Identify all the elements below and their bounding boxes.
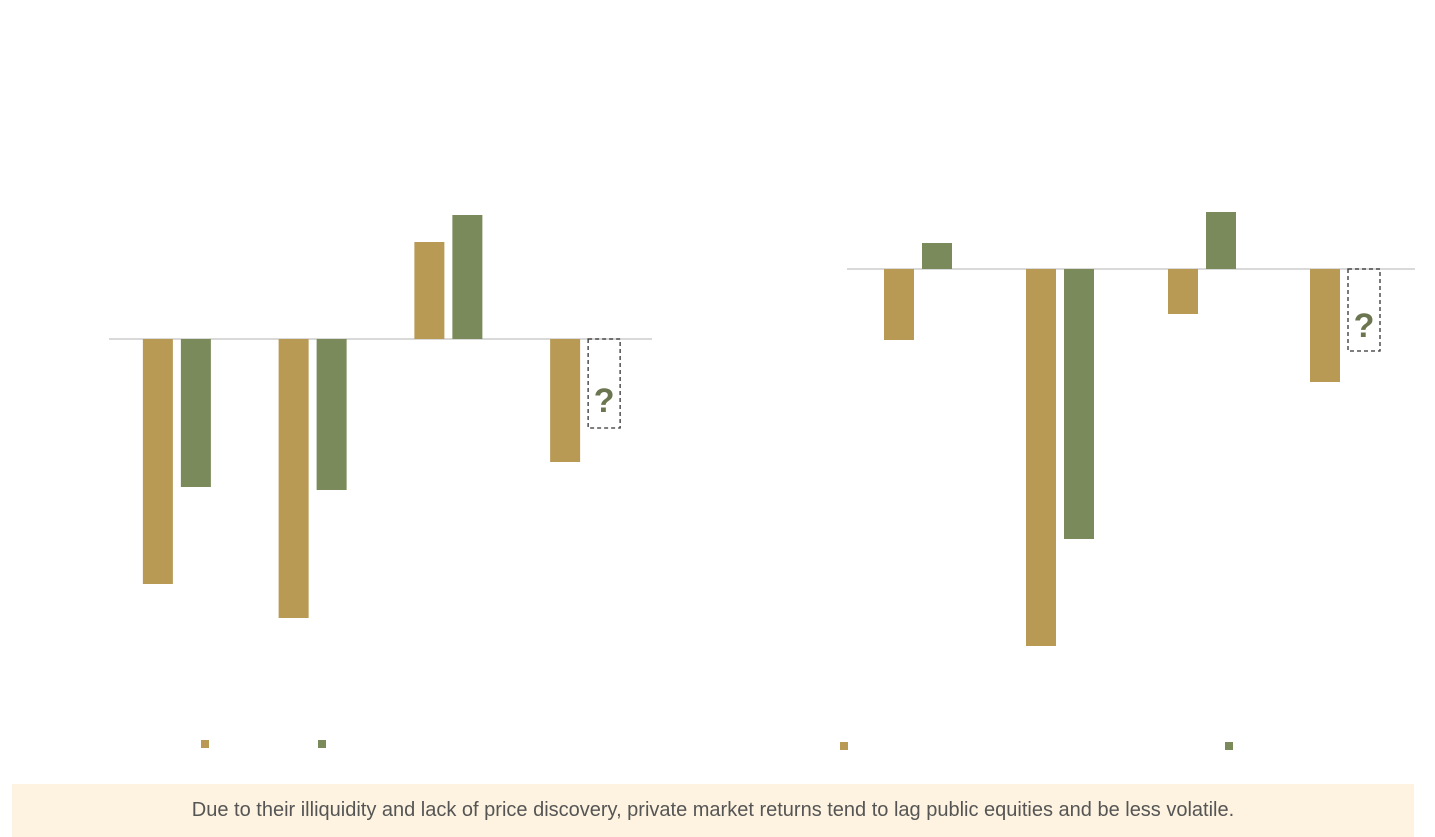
- bar: [180, 339, 211, 487]
- placeholder-box: [587, 338, 621, 429]
- bar: [1310, 269, 1340, 382]
- bar: [550, 339, 581, 462]
- bar: [1168, 269, 1198, 314]
- legend-swatch: [1225, 742, 1233, 750]
- bar: [452, 215, 483, 339]
- legend-swatch: [318, 740, 326, 748]
- bar: [414, 242, 445, 339]
- placeholder-box: [1347, 268, 1381, 352]
- bar: [316, 339, 347, 490]
- bar: [922, 243, 952, 269]
- bar: [884, 269, 914, 340]
- footer-note: Due to their illiquidity and lack of pri…: [12, 784, 1414, 837]
- bar: [142, 339, 173, 584]
- bar: [1026, 269, 1056, 646]
- charts: ??: [109, 212, 1415, 750]
- bar: [278, 339, 309, 618]
- legend-swatch: [201, 740, 209, 748]
- placeholder-label: ?: [594, 382, 615, 420]
- legend-swatch: [840, 742, 848, 750]
- bar: [1064, 269, 1094, 539]
- placeholder-label: ?: [1354, 307, 1375, 345]
- bar: [1206, 212, 1236, 269]
